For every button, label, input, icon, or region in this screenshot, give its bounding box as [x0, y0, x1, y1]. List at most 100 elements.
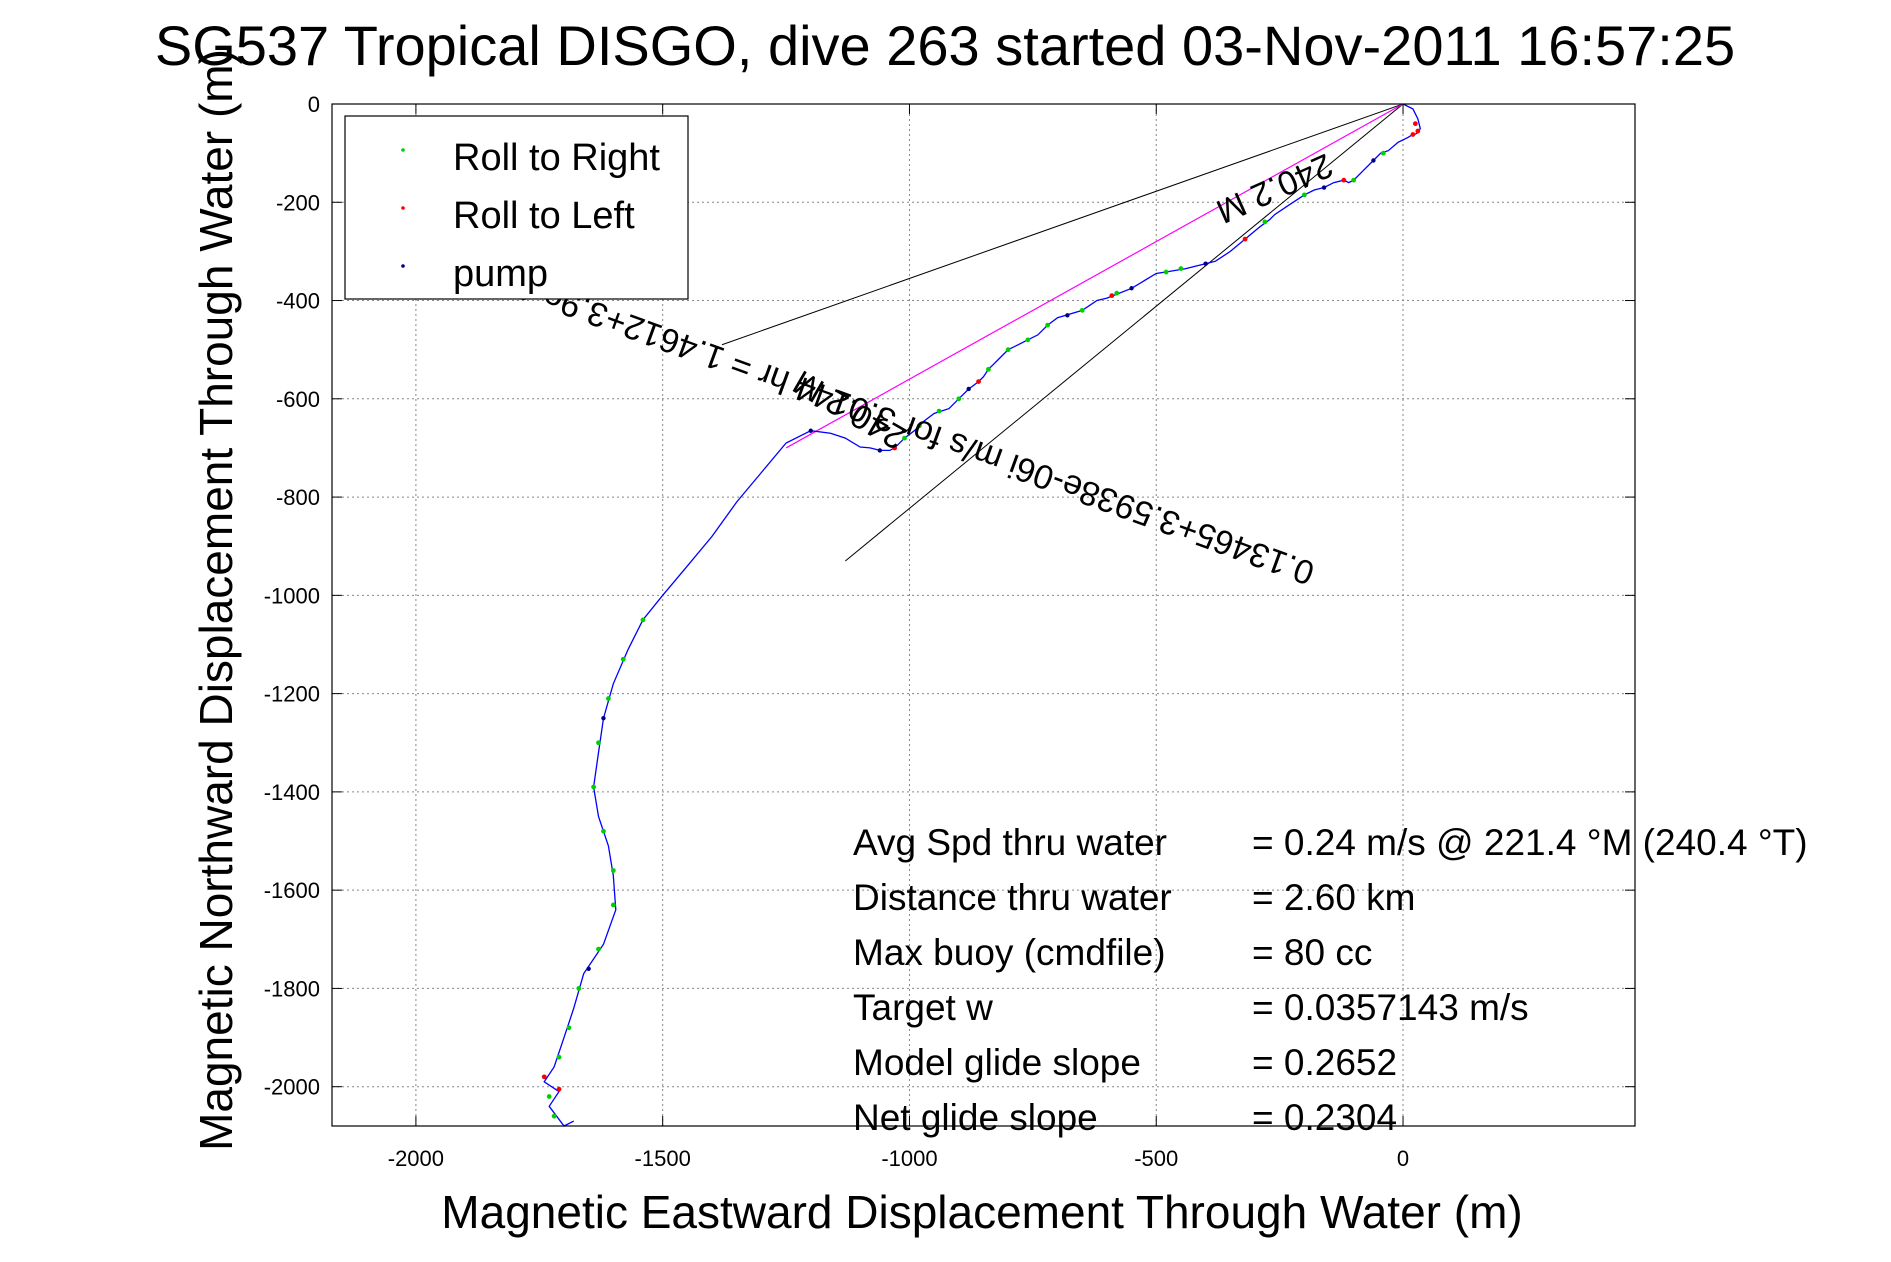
roll-right-point	[620, 656, 626, 662]
roll-right-point	[640, 617, 646, 623]
legend-label-roll-left: Roll to Left	[453, 195, 635, 237]
roll-right-point	[551, 1113, 557, 1119]
roll-right-point	[601, 828, 606, 834]
roll-right-point	[566, 1025, 572, 1031]
roll-right-point	[986, 366, 991, 372]
x-axis-label: Magnetic Eastward Displacement Through W…	[441, 1186, 1522, 1238]
y-tick-label: -800	[276, 485, 320, 510]
pump-point	[1129, 286, 1134, 291]
roll-right-point	[936, 408, 942, 414]
pump-point	[877, 448, 883, 453]
roll-right-point	[1301, 192, 1307, 198]
roll-left-point	[1242, 236, 1248, 242]
roll-right-point	[576, 986, 582, 991]
roll-right-point	[902, 435, 907, 441]
roll-right-point	[591, 784, 596, 790]
y-axis-label: Magnetic Northward Displacement Through …	[190, 49, 242, 1151]
stat-label-model-glide: Model glide slope	[853, 1042, 1141, 1083]
y-tick-label: -1200	[264, 682, 320, 707]
roll-right-point	[1163, 269, 1169, 275]
stat-label-avg-speed: Avg Spd thru water	[853, 822, 1167, 863]
stat-value-distance: = 2.60 km	[1252, 877, 1416, 918]
stat-label-target-w: Target w	[853, 987, 993, 1028]
legend-marker-roll-right	[401, 148, 405, 152]
roll-right-point	[596, 740, 601, 746]
average-line	[785, 103, 1404, 449]
pump-point	[1371, 158, 1376, 163]
pump-point	[1321, 185, 1327, 190]
roll-right-point	[1079, 307, 1085, 313]
roll-right-point	[610, 868, 616, 873]
cone-line-upper	[721, 103, 1404, 346]
pump-point	[601, 715, 606, 721]
roll-left-point	[541, 1074, 547, 1080]
pump-point	[586, 966, 591, 971]
grid-lines	[332, 103, 1635, 1126]
roll-left-point	[976, 379, 981, 385]
roll-left-point	[1412, 121, 1418, 127]
marker-group	[541, 121, 1421, 1119]
roll-left-point	[556, 1086, 562, 1092]
roll-right-point	[1262, 219, 1268, 225]
y-ticks: 0 -200 -400 -600 -800 -1000 -1200 -1400 -1600 -18…	[264, 92, 1635, 1100]
cone-line-lower	[844, 103, 1404, 562]
roll-right-point	[1380, 150, 1386, 156]
y-tick-label: -600	[276, 387, 320, 412]
legend-marker-pump	[401, 264, 405, 268]
roll-left-point	[1410, 132, 1416, 137]
roll-right-point	[956, 396, 962, 402]
x-tick-label: -500	[1134, 1146, 1178, 1171]
stat-label-net-glide: Net glide slope	[853, 1097, 1098, 1138]
pump-point	[1065, 313, 1070, 318]
pump-point	[808, 428, 813, 433]
y-tick-label: -1600	[264, 878, 320, 903]
roll-right-point	[596, 946, 601, 952]
chart-title: SG537 Tropical DISGO, dive 263 started 0…	[155, 14, 1735, 77]
y-tick-label: -2000	[264, 1075, 320, 1100]
x-tick-label: -2000	[388, 1146, 444, 1171]
roll-left-point	[1109, 293, 1115, 299]
stats-block: Avg Spd thru water = 0.24 m/s @ 221.4 °M…	[853, 822, 1808, 1138]
legend-label-roll-right: Roll to Right	[453, 137, 660, 179]
stat-label-distance: Distance thru water	[853, 877, 1172, 918]
legend-label-pump: pump	[453, 253, 548, 295]
roll-right-point	[1351, 177, 1357, 183]
roll-right-point	[605, 696, 611, 701]
y-tick-label: -200	[276, 190, 320, 215]
stat-label-max-buoy: Max buoy (cmdfile)	[853, 932, 1166, 973]
roll-right-point	[556, 1054, 562, 1060]
roll-left-point	[1341, 177, 1347, 183]
y-tick-label: -1800	[264, 976, 320, 1001]
roll-right-point	[1005, 347, 1011, 353]
stat-value-max-buoy: = 80 cc	[1252, 932, 1372, 973]
roll-right-point	[546, 1094, 552, 1099]
stat-value-model-glide: = 0.2652	[1252, 1042, 1397, 1083]
x-tick-label: -1000	[881, 1146, 937, 1171]
roll-right-point	[610, 902, 616, 908]
average-heading-line	[785, 103, 1404, 449]
x-ticks: -2000 -1500 -1000 -500 0	[388, 104, 1409, 1171]
stat-value-target-w: = 0.0357143 m/s	[1252, 987, 1529, 1028]
roll-left-point	[1415, 128, 1421, 134]
cone-lines	[721, 103, 1404, 562]
pump-point	[966, 386, 971, 392]
x-tick-label: -1500	[635, 1146, 691, 1171]
legend-marker-roll-left	[401, 206, 405, 210]
x-tick-label: 0	[1397, 1146, 1409, 1171]
roll-left-point	[892, 445, 898, 451]
y-tick-label: -400	[276, 289, 320, 314]
roll-right-point	[1045, 322, 1051, 328]
roll-right-point	[916, 423, 922, 429]
legend: Roll to Right Roll to Left pump	[344, 115, 689, 300]
stat-value-net-glide: = 0.2304	[1252, 1097, 1397, 1138]
plot-frame	[331, 103, 1636, 1127]
roll-right-point	[1178, 266, 1184, 272]
roll-right-point	[1114, 290, 1120, 296]
stat-value-avg-speed: = 0.24 m/s @ 221.4 °M (240.4 °T)	[1252, 822, 1808, 863]
y-tick-label: -1400	[264, 780, 320, 805]
roll-right-point	[1025, 337, 1031, 343]
y-tick-label: -1000	[264, 583, 320, 608]
y-tick-label: 0	[308, 92, 320, 117]
pump-point	[1203, 261, 1208, 266]
